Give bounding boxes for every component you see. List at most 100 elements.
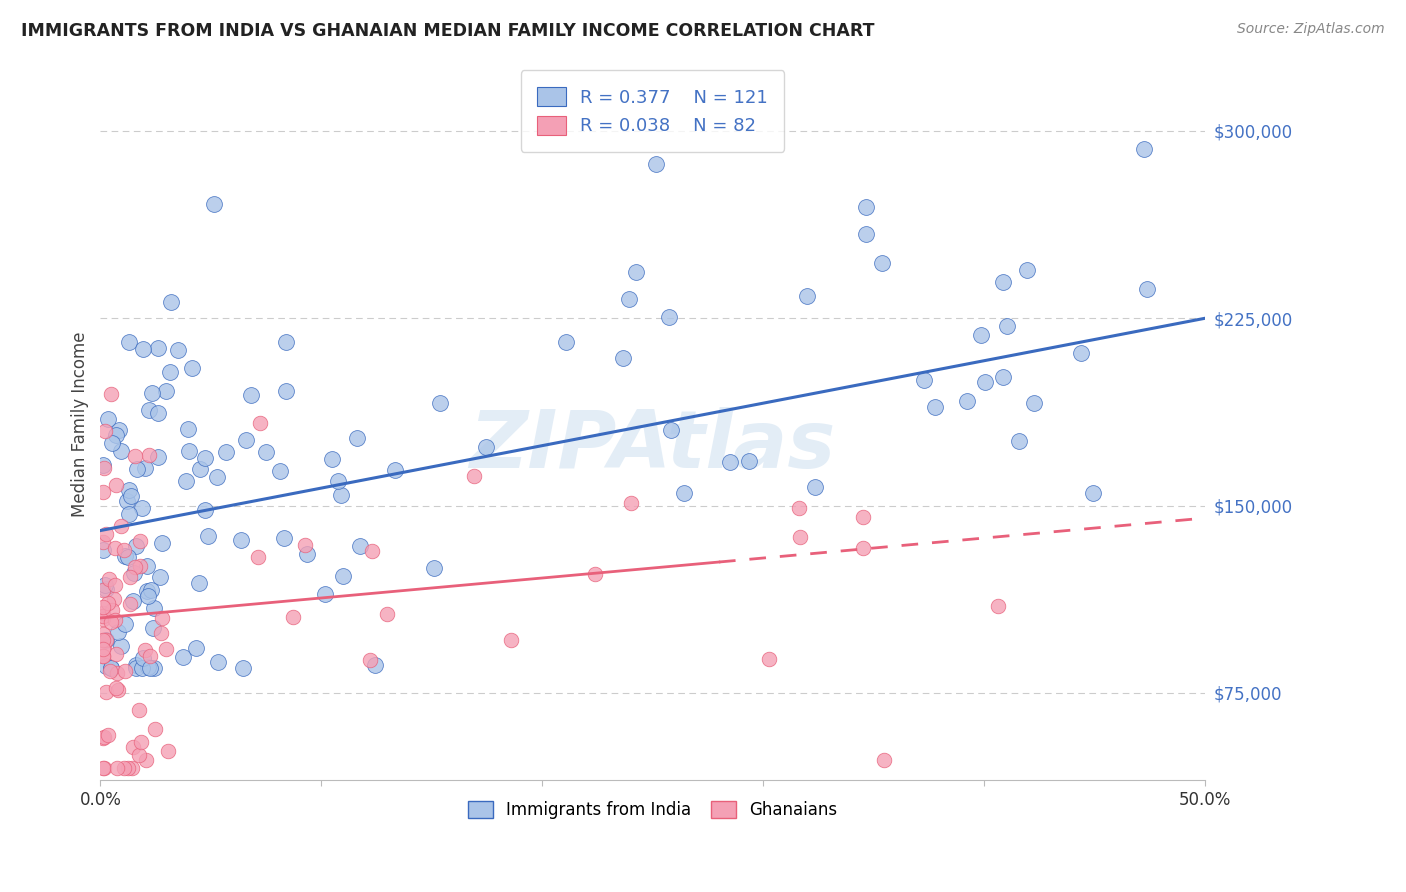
Point (149, 626, 172, 640)
Point (181, 361, 204, 376)
Point (554, 334, 576, 349)
Point (738, 454, 761, 468)
Point (870, 255, 893, 269)
Point (184, 640, 207, 655)
Point (188, 461, 211, 475)
Point (120, 489, 142, 503)
Point (100, 387, 122, 401)
Point (120, 597, 142, 611)
Point (167, 343, 190, 358)
Point (349, 540, 371, 554)
Point (159, 365, 181, 379)
Point (364, 657, 387, 672)
Point (117, 549, 139, 564)
Point (93, 578, 115, 592)
Point (194, 503, 217, 517)
Point (328, 474, 350, 488)
Point (172, 649, 194, 664)
Point (91, 485, 114, 500)
Point (91, 761, 114, 775)
Point (91, 731, 114, 745)
Point (852, 541, 875, 555)
Point (107, 625, 129, 640)
Point (91, 599, 114, 614)
Point (207, 655, 229, 669)
Point (115, 494, 138, 508)
Point (122, 566, 145, 581)
Point (105, 681, 128, 695)
Point (94, 633, 117, 648)
Point (620, 496, 643, 510)
Point (235, 434, 257, 448)
Point (314, 587, 336, 601)
Point (135, 583, 157, 598)
Point (384, 463, 406, 477)
Point (146, 341, 169, 355)
Point (855, 227, 877, 241)
Point (146, 450, 169, 464)
Point (852, 509, 875, 524)
Point (124, 657, 146, 672)
Point (1024, 396, 1046, 410)
Point (138, 590, 160, 604)
Point (1133, 142, 1156, 156)
Point (956, 393, 979, 408)
Point (134, 642, 156, 657)
Point (991, 275, 1014, 289)
Point (122, 594, 145, 608)
Point (91, 606, 114, 620)
Point (375, 607, 398, 622)
Point (96, 526, 118, 541)
Point (100, 615, 122, 630)
Point (146, 406, 169, 420)
Point (924, 400, 946, 414)
Point (617, 292, 640, 306)
Point (136, 660, 159, 674)
Point (247, 549, 270, 564)
Point (215, 445, 238, 459)
Point (583, 567, 606, 582)
Point (110, 443, 132, 458)
Point (114, 617, 136, 632)
Point (93, 461, 115, 475)
Point (207, 470, 229, 484)
Point (346, 431, 368, 445)
Legend: Immigrants from India, Ghanaians: Immigrants from India, Ghanaians (461, 794, 844, 825)
Point (229, 533, 252, 547)
Point (97, 728, 120, 742)
Point (160, 295, 183, 310)
Point (108, 423, 131, 437)
Point (91, 648, 114, 663)
Point (143, 722, 166, 736)
Point (110, 639, 132, 653)
Point (91, 612, 114, 626)
Point (273, 531, 295, 545)
Point (121, 761, 143, 775)
Point (156, 744, 179, 758)
Point (93, 730, 115, 744)
Text: ZIPAtlas: ZIPAtlas (470, 407, 835, 484)
Point (177, 422, 200, 436)
Point (202, 196, 225, 211)
Point (120, 570, 142, 584)
Point (107, 683, 129, 698)
Point (107, 665, 129, 680)
Point (150, 611, 173, 625)
Point (1136, 283, 1159, 297)
Point (118, 483, 141, 497)
Point (624, 264, 647, 278)
Point (91, 626, 114, 640)
Point (194, 451, 217, 466)
Point (104, 428, 127, 442)
Point (149, 570, 172, 584)
Point (103, 592, 125, 607)
Point (873, 753, 896, 767)
Point (91, 632, 114, 647)
Point (104, 577, 127, 591)
Point (150, 535, 173, 549)
Point (97, 573, 120, 587)
Point (1070, 346, 1092, 360)
Point (118, 507, 141, 521)
Point (141, 385, 163, 400)
Point (134, 461, 156, 475)
